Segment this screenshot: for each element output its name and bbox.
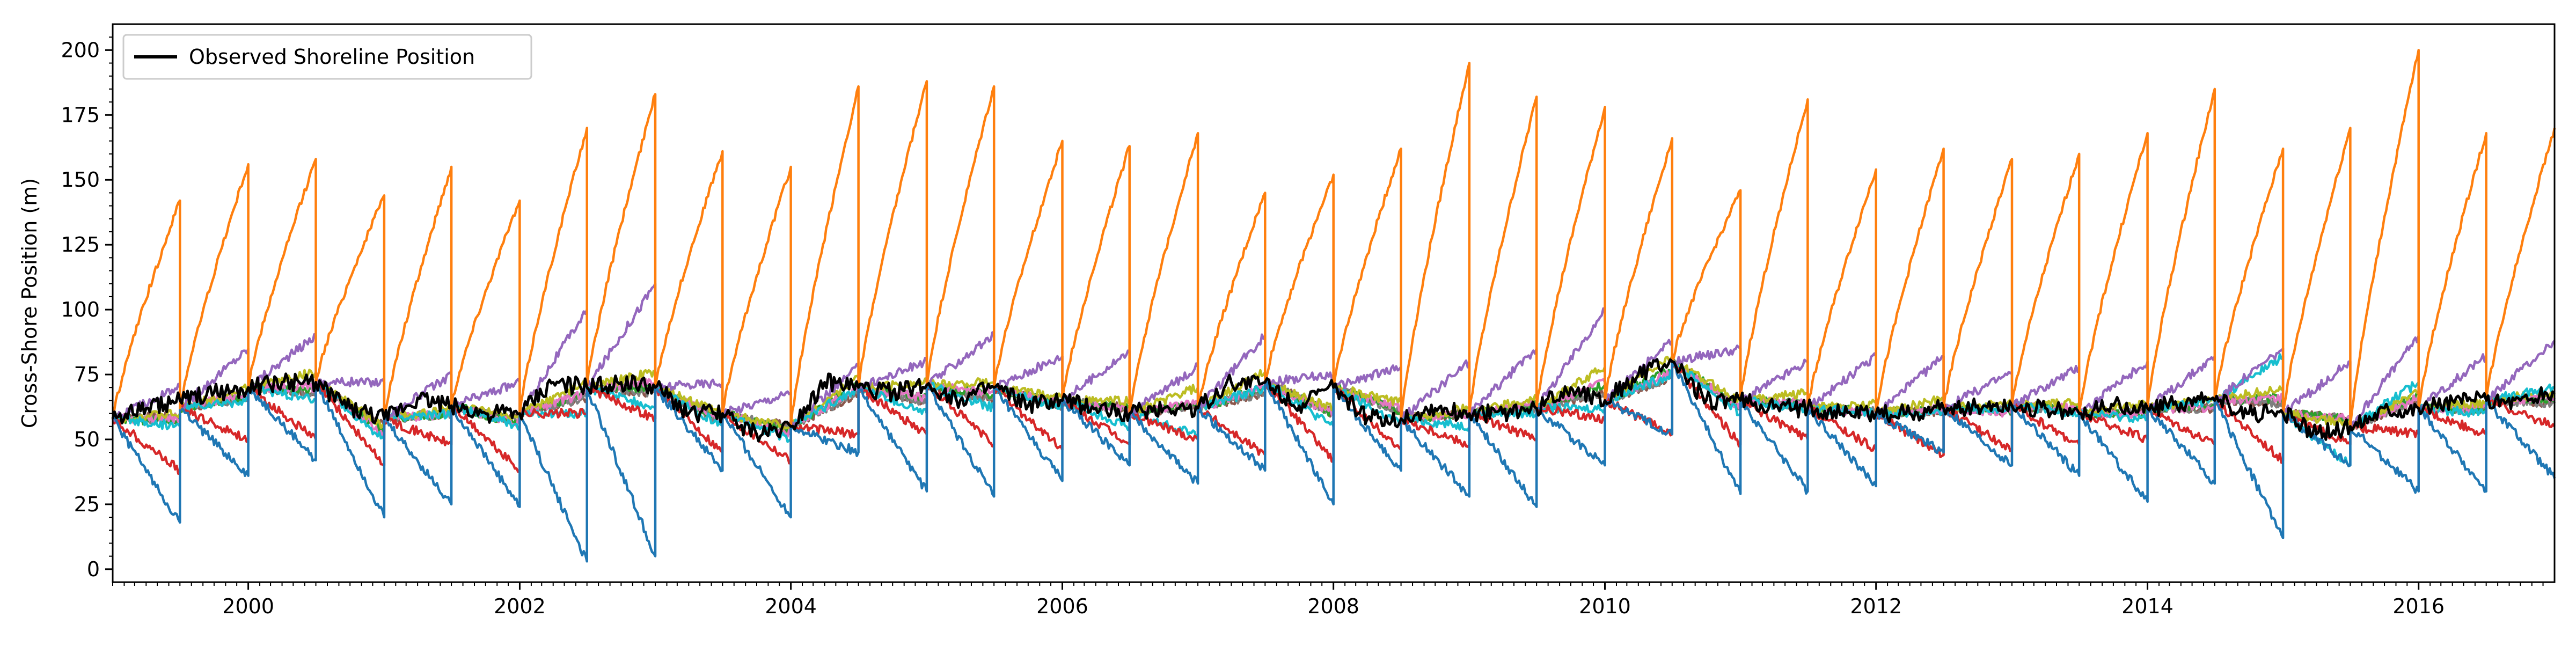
legend-label-observed: Observed Shoreline Position	[189, 45, 475, 69]
axis-layer: 0 25 50 75 100 125 150 175 200 2000 2002 2004 2006 20…	[61, 36, 2544, 618]
y-tick-label: 175	[61, 103, 100, 127]
x-tick-label: 2012	[1850, 594, 1902, 618]
series-line-1	[111, 49, 2556, 428]
x-tick-label: 2008	[1307, 594, 1359, 618]
y-tick-label: 75	[74, 363, 100, 386]
y-tick-label: 0	[87, 557, 100, 581]
x-tick-label: 2006	[1036, 594, 1088, 618]
y-tick-label: 50	[74, 428, 100, 451]
x-tick-label: 2010	[1579, 594, 1631, 618]
y-tick-label: 200	[61, 38, 100, 62]
y-tick-label: 150	[61, 168, 100, 192]
y-tick-label: 100	[61, 298, 100, 321]
x-tick-label: 2004	[765, 594, 817, 618]
y-tick-label: 25	[74, 493, 100, 516]
series-line-observed	[111, 358, 2556, 443]
series-layer	[111, 49, 2556, 563]
legend: Observed Shoreline Position	[122, 34, 532, 80]
legend-box	[122, 34, 532, 80]
x-tick-label: 2002	[494, 594, 546, 618]
x-tick-label: 2000	[222, 594, 274, 618]
series-line-2	[112, 360, 2556, 563]
x-tick-label: 2014	[2121, 594, 2174, 618]
x-tick-label: 2016	[2392, 594, 2445, 618]
y-tick-label: 125	[61, 233, 100, 256]
y-axis-label: Cross-Shore Position (m)	[18, 178, 41, 428]
